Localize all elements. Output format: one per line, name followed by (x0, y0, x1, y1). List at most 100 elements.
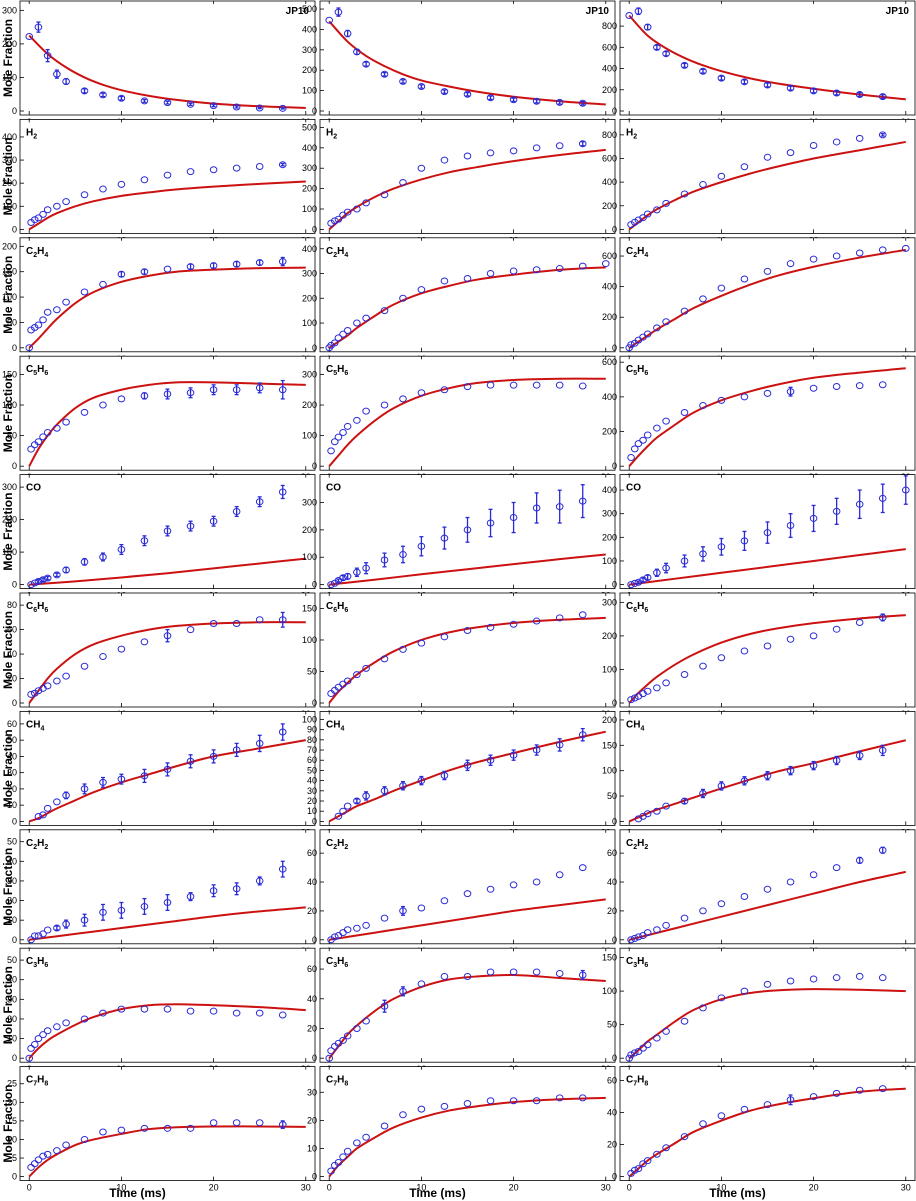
x-axis-label: Time (ms) (109, 1186, 165, 1200)
exp-marker (643, 210, 652, 218)
exp-marker (653, 43, 661, 51)
exp-marker (278, 1011, 287, 1019)
exp-marker (80, 785, 89, 793)
panel-frame (19, 119, 316, 234)
exp-point (717, 654, 726, 662)
exp-point (699, 1004, 707, 1012)
exp-point (809, 384, 818, 392)
exp-point (643, 23, 652, 31)
exp-point (334, 433, 343, 441)
y-tick-label: 0 (612, 580, 617, 590)
exp-marker (440, 972, 449, 980)
exp-marker (380, 401, 389, 409)
exp-marker (278, 728, 287, 736)
species-label: C3​H6​ (26, 956, 48, 969)
exp-marker (486, 1097, 495, 1105)
exp-point (62, 566, 70, 574)
exp-point (330, 217, 339, 225)
panel-frame (19, 592, 316, 708)
exp-point (25, 1054, 34, 1062)
exp-marker (463, 890, 472, 898)
exp-marker (855, 249, 864, 257)
exp-point (680, 61, 689, 69)
exp-marker (327, 1167, 335, 1175)
exp-point (763, 153, 772, 161)
exp-point (39, 1031, 47, 1039)
exp-point (278, 1120, 287, 1129)
exp-marker (27, 581, 35, 589)
exp-marker (62, 791, 70, 799)
exp-point (417, 980, 426, 988)
exp-point (163, 1124, 172, 1132)
exp-marker (662, 50, 670, 58)
exp-marker (62, 566, 70, 574)
exp-point (362, 562, 370, 575)
exp-point (34, 813, 43, 821)
panel-r2-c0: 0501001502000102030C2​H4​ (2, 237, 316, 364)
y-tick-label: 150 (602, 740, 617, 750)
y-axis-label: Mole Fraction (1, 137, 15, 215)
exp-marker (163, 632, 172, 640)
exp-marker (699, 67, 707, 75)
exp-marker (643, 1157, 652, 1165)
exp-point (343, 802, 352, 810)
panel-r4-c1: 01002003000102030CO (302, 474, 616, 601)
exp-point (343, 326, 352, 334)
y-tick-label: 40 (607, 877, 617, 887)
exp-marker (786, 388, 795, 396)
y-tick-label: 150 (2, 267, 17, 277)
exp-point (855, 489, 864, 520)
species-label: H2​ (26, 127, 37, 140)
species-label: C5​H6​ (626, 364, 648, 377)
y-tick-label: 0 (12, 343, 17, 353)
exp-marker (809, 141, 818, 149)
y-tick-label: 400 (602, 282, 617, 292)
exp-point (343, 677, 352, 685)
exp-point (440, 633, 449, 641)
exp-point (362, 60, 370, 68)
y-axis-label: Mole Fraction (1, 1085, 15, 1163)
exp-marker (809, 384, 818, 392)
y-tick-label: 0 (12, 816, 17, 826)
exp-marker (353, 416, 361, 424)
exp-marker (339, 1153, 347, 1161)
y-tick-label: 100 (2, 547, 17, 557)
exp-marker (62, 1141, 70, 1149)
exp-point (832, 252, 841, 260)
exp-point (80, 191, 89, 199)
exp-marker (34, 321, 43, 329)
exp-point (186, 1124, 195, 1132)
y-tick-label: 300 (302, 497, 317, 507)
exp-point (643, 687, 652, 695)
exp-point (740, 987, 749, 995)
y-tick-label: 0 (12, 1172, 17, 1182)
exp-marker (634, 7, 643, 15)
exp-marker (555, 503, 564, 511)
exp-marker (399, 782, 407, 790)
y-tick-label: 200 (302, 400, 317, 410)
panel-r7-c2: 02040600102030C2​H2​ (607, 829, 916, 956)
exp-point (255, 1119, 264, 1127)
exp-marker (339, 807, 347, 815)
exp-marker (330, 217, 339, 225)
exp-point (62, 1141, 70, 1149)
exp-marker (232, 507, 241, 515)
x-tick-label: 0 (327, 1183, 332, 1193)
species-label: C7​H8​ (626, 1075, 648, 1088)
exp-point (740, 647, 749, 655)
exp-marker (717, 654, 726, 662)
y-tick-label: 800 (602, 21, 617, 31)
exp-point (832, 864, 841, 872)
exp-marker (486, 968, 495, 976)
exp-marker (509, 968, 518, 976)
exp-point (763, 1101, 772, 1109)
exp-marker (343, 30, 352, 38)
exp-point (334, 812, 343, 820)
exp-marker (39, 1152, 47, 1160)
exp-point (255, 382, 264, 394)
exp-marker (117, 270, 126, 278)
exp-point (555, 871, 564, 879)
y-tick-label: 500 (302, 122, 317, 132)
exp-point (380, 307, 389, 315)
panel-r5-c0: 0204060800102030C6​H6​ (7, 592, 316, 719)
